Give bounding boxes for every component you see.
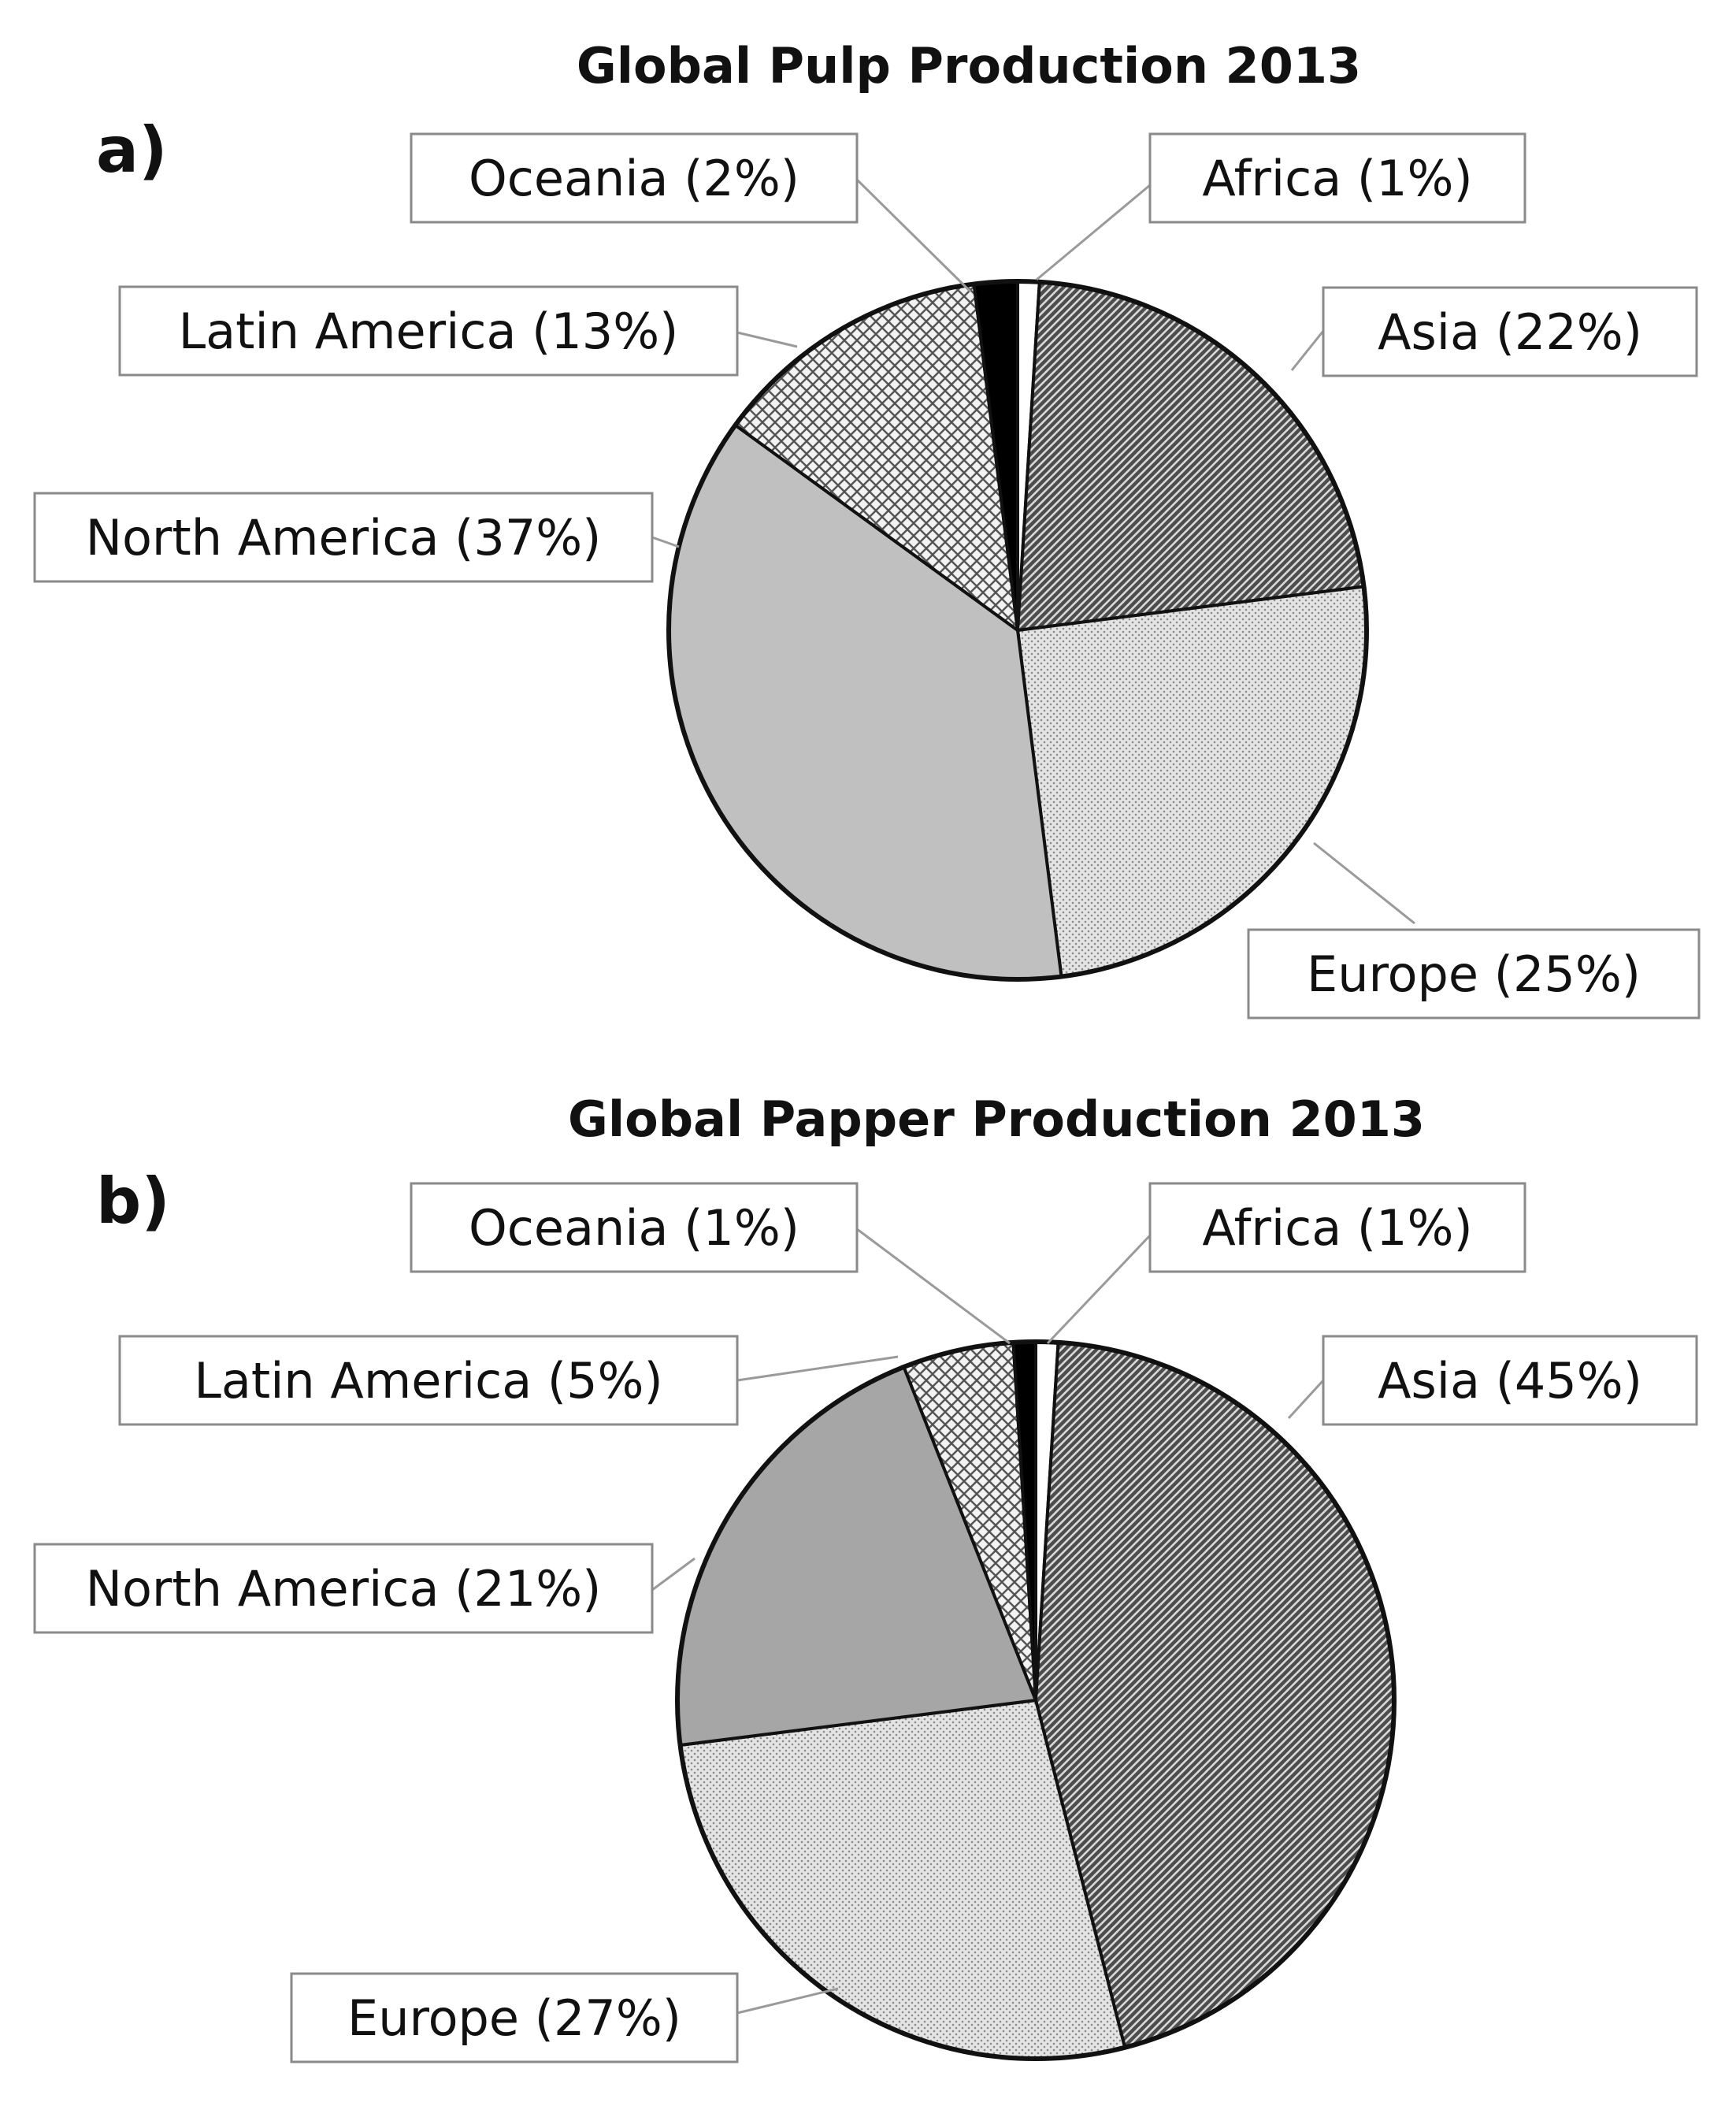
pie-chart-pulp: Global Pulp Production 2013 a) Africa (1…: [33, 37, 1701, 1020]
leader-line-north-america: [651, 1557, 696, 1592]
chart-title: Global Pulp Production 2013: [577, 37, 1361, 95]
label-box-asia: [1322, 1335, 1698, 1426]
leader-line-oceania: [856, 1228, 1011, 1345]
pie-slices: [666, 279, 1369, 982]
data-label-asia: Asia (45%): [1378, 1352, 1642, 1410]
leader-line-europe: [1313, 841, 1415, 925]
label-box-africa: [1148, 1182, 1526, 1273]
label-box-africa: [1148, 132, 1526, 224]
leader-line-oceania: [855, 178, 972, 293]
label-box-latin-america: [118, 1335, 739, 1426]
data-label-latin-america: Latin America (13%): [179, 303, 679, 360]
label-box-oceania: [410, 132, 859, 224]
chart-title: Global Papper Production 2013: [568, 1090, 1425, 1148]
pie-slices: [675, 1339, 1397, 2061]
label-box-asia: [1322, 286, 1698, 377]
panel-label: b): [96, 1164, 170, 1238]
leader-line-latin-america: [736, 331, 798, 348]
pie-slice-asia: [1016, 280, 1366, 632]
leader-line-north-america: [651, 536, 680, 548]
label-box-oceania: [410, 1182, 859, 1273]
data-label-asia: Asia (22%): [1378, 303, 1642, 361]
data-label-oceania: Oceania (1%): [469, 1199, 799, 1257]
pie-outline: [666, 279, 1369, 982]
leader-line-europe: [736, 1987, 839, 2015]
leader-line-africa: [1046, 1234, 1152, 1345]
data-label-oceania: Oceania (2%): [469, 150, 799, 207]
label-box-europe: [1247, 928, 1701, 1020]
label-box-north-america: [33, 1543, 654, 1634]
leader-line-asia: [1290, 330, 1325, 371]
slice-labels: Africa (1%) Asia (45%) Europe (27%) North A…: [33, 1182, 1698, 2063]
label-box-europe: [290, 1972, 739, 2063]
panel-label: a): [96, 113, 168, 187]
pie-chart-paper: Global Papper Production 2013 b) Africa …: [33, 1090, 1698, 2063]
data-label-europe: Europe (25%): [1307, 945, 1641, 1003]
leader-line-asia: [1287, 1379, 1325, 1420]
label-box-north-america: [33, 492, 654, 583]
leader-line-africa: [1036, 184, 1151, 281]
data-label-africa: Africa (1%): [1202, 150, 1472, 207]
pie-outline: [675, 1339, 1397, 2061]
label-box-latin-america: [118, 285, 739, 377]
data-label-africa: Africa (1%): [1202, 1199, 1472, 1257]
data-label-north-america: North America (21%): [86, 1560, 602, 1618]
pie-slice-europe: [1016, 585, 1368, 979]
data-label-europe: Europe (27%): [347, 1989, 681, 2047]
slice-labels: Africa (1%) Asia (22%) Europe (25%) North A…: [33, 132, 1701, 1020]
data-label-latin-america: Latin America (5%): [194, 1352, 662, 1410]
leader-line-latin-america: [736, 1355, 899, 1382]
data-label-north-america: North America (37%): [86, 509, 602, 566]
